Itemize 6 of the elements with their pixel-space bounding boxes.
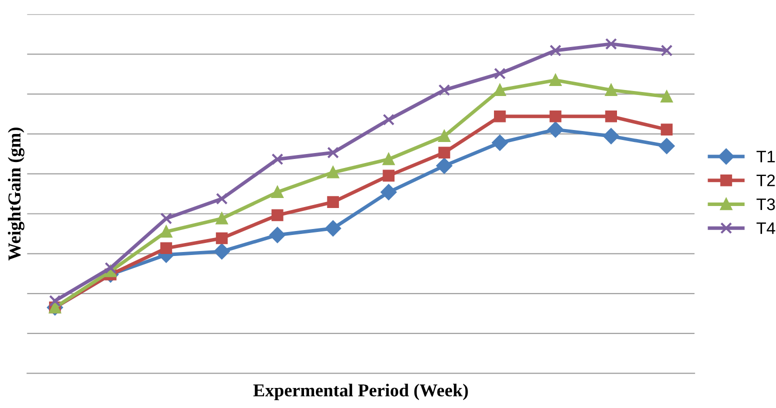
legend-label: T3: [756, 198, 775, 210]
y-axis-title: WeightGain (gm): [8, 128, 24, 260]
x-axis-title: Expermental Period (Week): [253, 384, 468, 400]
legend-label: T2: [756, 174, 775, 186]
legend-label: T4: [756, 222, 776, 234]
legend-label: T1: [756, 150, 775, 162]
